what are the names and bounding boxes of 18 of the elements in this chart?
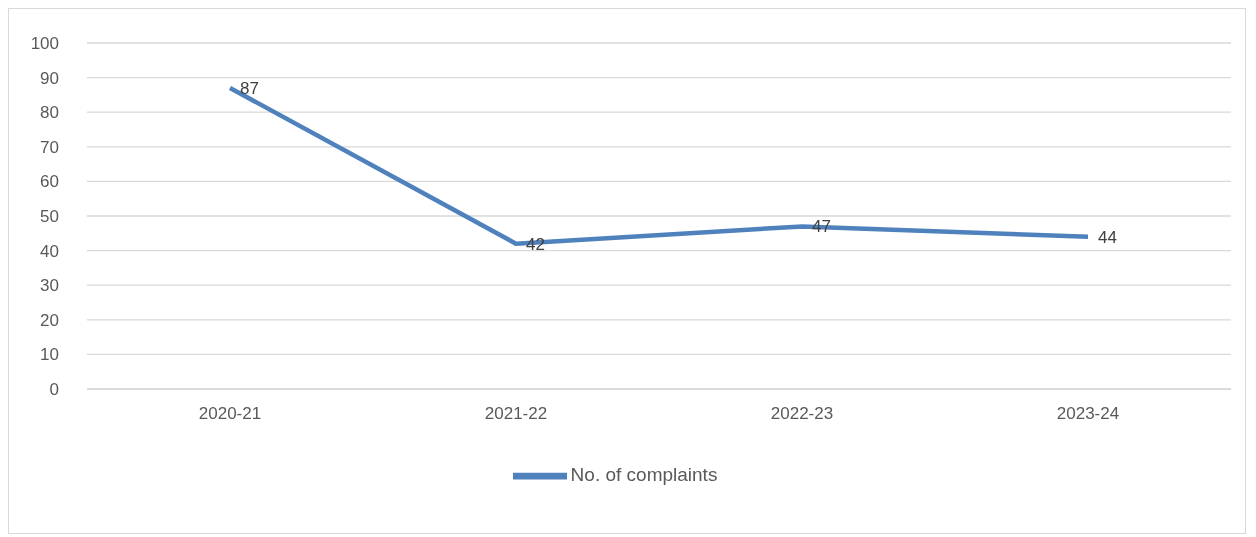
legend-label: No. of complaints (570, 464, 718, 486)
y-tick-label: 20 (40, 310, 59, 330)
x-tick-label: 2023-24 (1056, 404, 1120, 424)
x-tick-label: 2022-23 (770, 404, 834, 424)
y-tick-label: 100 (30, 34, 59, 54)
y-tick-label: 90 (40, 68, 59, 88)
y-tick-label: 10 (40, 345, 59, 365)
y-tick-label: 70 (40, 137, 59, 157)
y-tick-label: 0 (49, 380, 59, 400)
x-tick-label: 2020-21 (198, 404, 262, 424)
y-tick-label: 80 (40, 103, 59, 123)
data-label: 87 (240, 79, 259, 99)
y-tick-label: 50 (40, 207, 59, 227)
y-tick-label: 60 (40, 172, 59, 192)
x-tick-label: 2021-22 (484, 404, 548, 424)
y-tick-label: 30 (40, 276, 59, 296)
data-label: 44 (1098, 227, 1117, 247)
y-tick-label: 40 (40, 241, 59, 261)
